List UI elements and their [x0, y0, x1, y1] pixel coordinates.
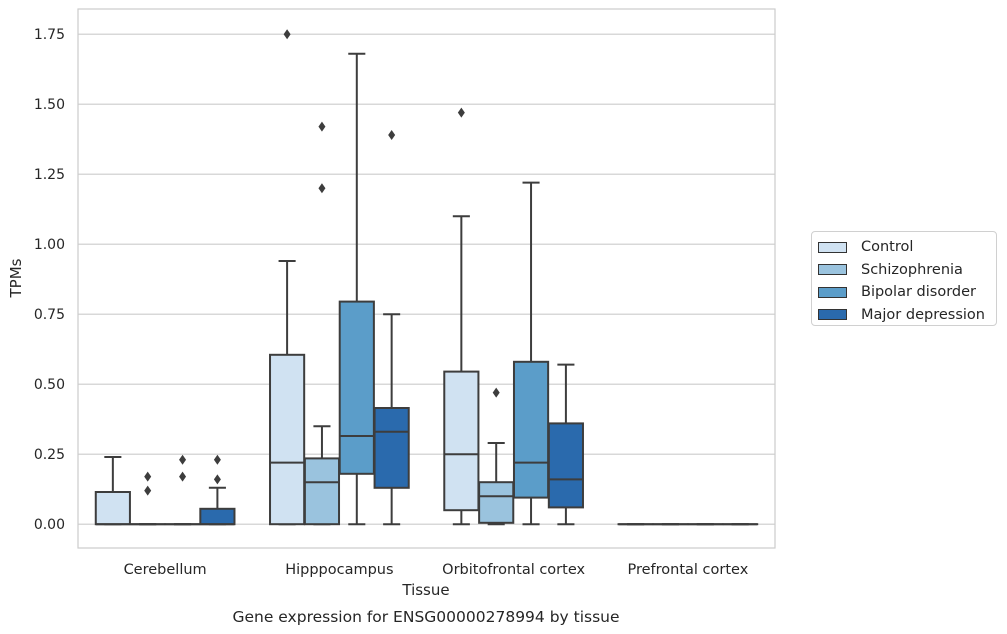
outlier-point	[144, 471, 152, 482]
outlier-point	[283, 29, 291, 40]
legend-item-major-depression: Major depression	[818, 304, 996, 327]
legend-item-schizophrenia: Schizophrenia	[818, 259, 996, 282]
outlier-point	[318, 121, 326, 132]
box-0-0	[94, 456, 131, 526]
box-1-1	[303, 121, 341, 526]
x-tick-label: Orbitofrontal cortex	[442, 562, 585, 578]
box-iqr	[512, 360, 550, 499]
outlier-point	[179, 471, 187, 482]
box-iqr	[94, 491, 131, 526]
x-tick-label: Cerebellum	[124, 562, 207, 578]
box-2-0	[164, 454, 201, 526]
legend-item-bipolar-disorder: Bipolar disorder	[818, 281, 996, 304]
outlier-point	[318, 183, 326, 194]
legend: Control Schizophrenia Bipolar disorder M…	[811, 231, 997, 326]
outlier-point	[457, 107, 465, 118]
box-iqr	[338, 300, 375, 475]
legend-swatch	[818, 241, 847, 253]
legend-swatch	[818, 286, 847, 298]
y-axis-label: TPMs	[7, 258, 25, 298]
outlier-point	[213, 454, 221, 465]
y-tick-label: 1.00	[34, 237, 65, 253]
legend-label: Bipolar disorder	[861, 284, 976, 301]
box-3-1	[373, 130, 410, 526]
x-tick-label: Hipppocampus	[285, 562, 393, 578]
box-iqr	[269, 353, 306, 526]
legend-swatch	[818, 264, 847, 276]
x-axis-label: Tissue	[401, 581, 449, 599]
box-iqr	[199, 507, 236, 526]
y-tick-label: 0.25	[34, 447, 65, 463]
box-iqr	[303, 457, 341, 526]
legend-label: Schizophrenia	[861, 261, 963, 278]
box-0-2	[443, 107, 480, 526]
plot-area	[77, 8, 776, 549]
y-tick-labels: 0.00 0.25 0.50 0.75 1.00 1.25 1.50 1.75	[34, 27, 65, 533]
outlier-point	[388, 130, 396, 140]
y-tick-label: 0.75	[34, 307, 65, 323]
box-iqr	[373, 407, 410, 489]
chart-caption: Gene expression for ENSG00000278994 by t…	[232, 608, 619, 626]
y-tick-label: 1.25	[34, 167, 65, 183]
y-tick-label: 1.75	[34, 27, 65, 43]
x-tick-labels: Cerebellum Hipppocampus Orbitofrontal cort…	[124, 562, 749, 578]
box-1-2	[478, 387, 515, 526]
y-tick-label: 0.00	[34, 517, 65, 533]
box-2-1	[338, 52, 375, 526]
box-iqr	[443, 370, 480, 512]
outlier-point	[179, 454, 187, 465]
legend-item-control: Control	[818, 236, 996, 259]
legend-label: Major depression	[861, 306, 985, 323]
box-iqr	[547, 422, 584, 509]
legend-label: Control	[861, 239, 914, 256]
legend-swatch	[818, 309, 847, 321]
x-tick-label: Prefrontal cortex	[627, 562, 748, 578]
box-iqr	[478, 481, 515, 524]
y-tick-label: 0.50	[34, 377, 65, 393]
outlier-point	[492, 387, 500, 398]
box-plots	[94, 29, 759, 526]
outlier-point	[144, 485, 152, 496]
box-0-1	[269, 29, 306, 526]
y-tick-label: 1.50	[34, 97, 65, 113]
box-3-2	[547, 363, 584, 526]
box-2-2	[512, 181, 550, 526]
box-3-0	[199, 454, 236, 526]
outlier-point	[213, 474, 221, 485]
